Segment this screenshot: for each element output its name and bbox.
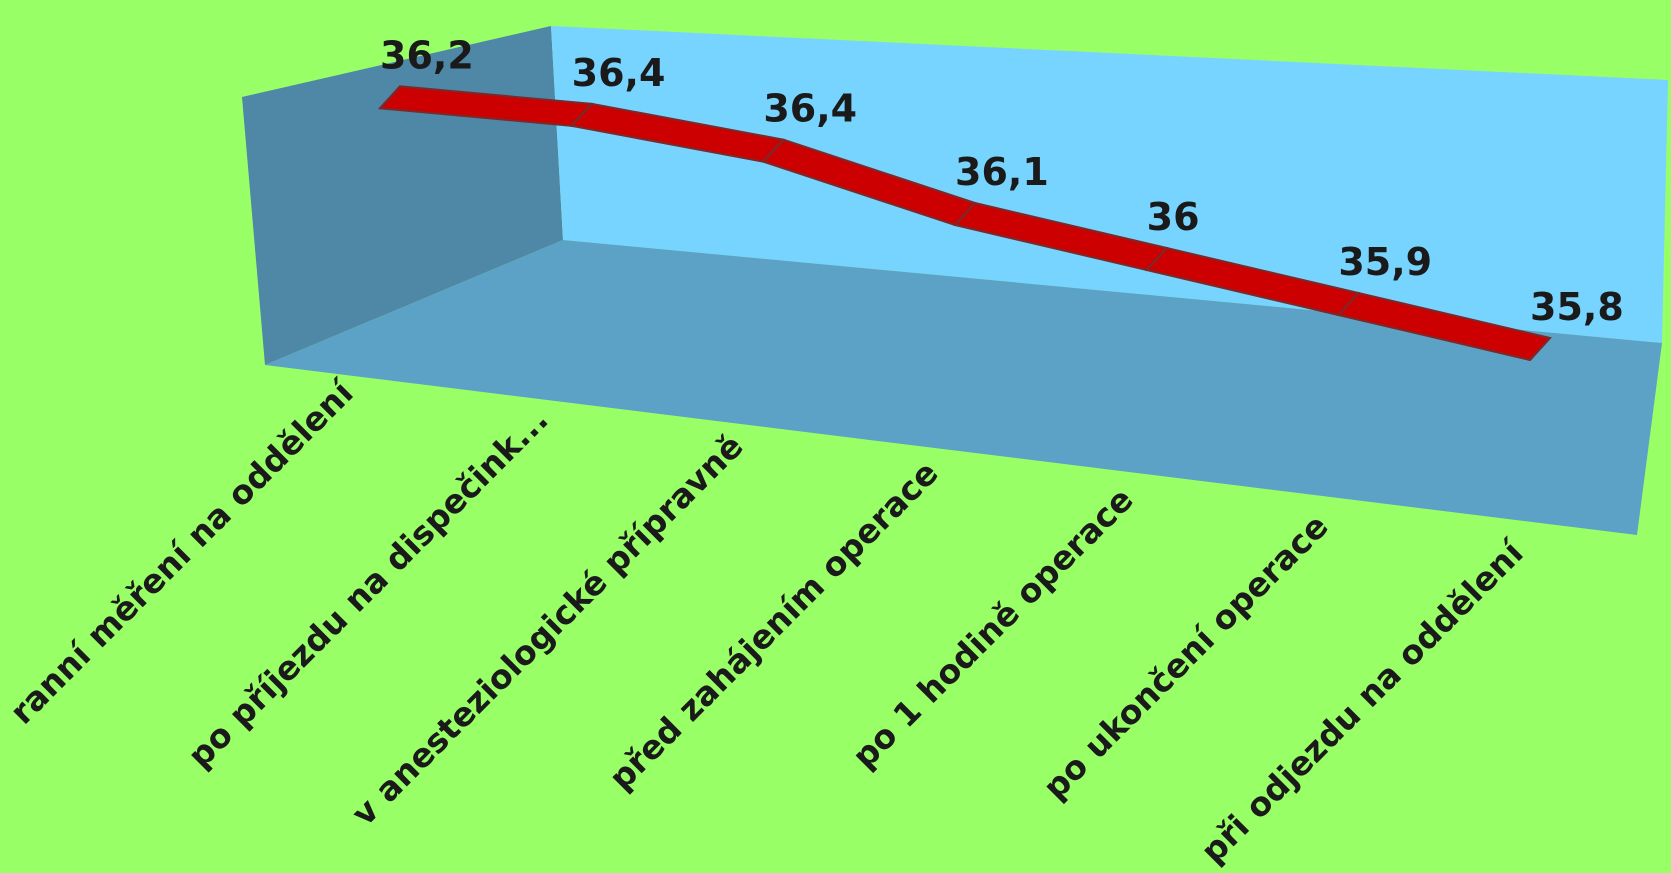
category-label-3: v anesteziologické přípravně bbox=[344, 426, 751, 833]
data-label-7: 35,8 bbox=[1530, 285, 1624, 329]
data-point-1 bbox=[379, 85, 401, 110]
data-point-3 bbox=[762, 138, 785, 163]
data-point-6 bbox=[1337, 292, 1360, 316]
chart-back-wall bbox=[551, 26, 1668, 343]
data-point-4 bbox=[954, 202, 976, 226]
data-point-7 bbox=[1529, 337, 1551, 361]
data-label-6: 35,9 bbox=[1338, 240, 1432, 284]
category-label-1: ranní měření na oddělení bbox=[2, 372, 362, 732]
line-ribbon bbox=[377, 85, 1552, 362]
data-label-4: 36,1 bbox=[955, 150, 1049, 194]
data-label-5: 36 bbox=[1147, 195, 1200, 239]
data-point-5 bbox=[1145, 247, 1168, 271]
category-label-2: po příjezdu na dispečink... bbox=[180, 400, 556, 776]
data-point-2 bbox=[570, 103, 593, 127]
data-label-1: 36,2 bbox=[380, 33, 474, 77]
data-labels: 36,2 36,4 36,4 36,1 36 35,9 35,8 bbox=[380, 33, 1624, 329]
data-label-2: 36,4 bbox=[572, 51, 666, 95]
data-label-3: 36,4 bbox=[763, 87, 857, 131]
chart-floor bbox=[265, 240, 1662, 535]
